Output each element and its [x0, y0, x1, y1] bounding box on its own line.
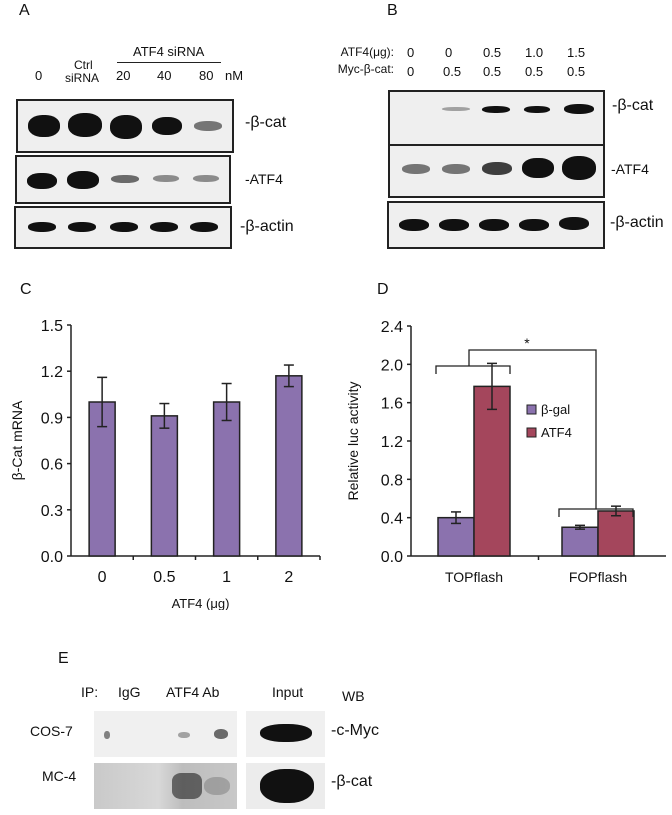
svg-text:ATF4: ATF4	[541, 425, 572, 440]
svg-text:0.6: 0.6	[41, 457, 63, 474]
svg-text:0.0: 0.0	[381, 549, 403, 566]
chart-c-beta-cat-mrna: 0.0 0.3 0.6 0.9 1.2 1.5 0 0.5 1 2 ATF4 (μg) β-Cat m…	[9, 318, 321, 610]
panel-d-letter: D	[377, 281, 389, 298]
svg-text:0.5: 0.5	[153, 569, 175, 586]
panel-a-letter: A	[19, 2, 30, 19]
blot-b-beta-actin	[387, 201, 605, 249]
blot-e-input-mc4	[246, 763, 325, 809]
svg-text:TOPflash: TOPflash	[445, 569, 503, 585]
blot-b-beta-actin-label: -β-actin	[610, 214, 664, 231]
atf4-dose-lane-5: 1.5	[567, 45, 586, 60]
wb-label: WB	[342, 688, 365, 704]
svg-text:1.6: 1.6	[381, 396, 403, 413]
atf4-dose-row-label: ATF4(μg):	[340, 45, 394, 59]
blot-a-beta-cat-label: -β-cat	[245, 114, 287, 131]
svg-text:Relative luc activity: Relative luc activity	[345, 381, 361, 500]
svg-text:0.0: 0.0	[41, 549, 63, 566]
svg-text:*: *	[524, 335, 530, 351]
lane-label-20: 20	[116, 68, 131, 83]
svg-text:2: 2	[284, 569, 293, 586]
myc-beta-cat-row-label: Myc-β-cat:	[337, 62, 394, 76]
lane-label-0: 0	[35, 68, 43, 83]
blot-e-ip-mc4	[94, 763, 237, 809]
blot-a-atf4	[15, 155, 231, 204]
svg-text:ATF4 (μg): ATF4 (μg)	[172, 596, 230, 610]
blot-a-atf4-label: -ATF4	[245, 171, 283, 187]
ip-col-atf4-ab: ATF4 Ab	[166, 684, 220, 700]
atf4-dose-lane-1: 0	[407, 45, 415, 60]
svg-text:0: 0	[98, 569, 107, 586]
lane-label-40: 40	[157, 68, 172, 83]
svg-text:FOPflash: FOPflash	[569, 569, 627, 585]
svg-text:β-gal: β-gal	[541, 402, 570, 417]
atf4-sirna-group-label: ATF4 siRNA	[133, 44, 205, 59]
blot-a-beta-actin	[14, 206, 232, 249]
svg-text:β-Cat mRNA: β-Cat mRNA	[9, 400, 25, 480]
atf4-dose-lane-3: 0.5	[483, 45, 502, 60]
blot-a-beta-actin-label: -β-actin	[240, 218, 294, 235]
svg-text:1.2: 1.2	[41, 364, 63, 381]
col-input: Input	[272, 684, 304, 700]
blot-e-input-cos7	[246, 711, 325, 757]
svg-text:1.2: 1.2	[381, 434, 403, 451]
svg-text:2.0: 2.0	[381, 357, 403, 374]
blot-b-beta-cat-label: -β-cat	[612, 97, 654, 114]
atf4-dose-lane-4: 1.0	[525, 45, 544, 60]
atf4-dose-lane-2: 0	[445, 45, 453, 60]
myc-dose-lane-1: 0	[407, 64, 415, 79]
chart-d-relative-luc-activity: 0.0 0.4 0.8 1.2 1.6 2.0 2.4 TOPflash FOPflash * β-…	[345, 319, 666, 585]
svg-text:0.9: 0.9	[41, 410, 63, 427]
row-label-mc-4: MC-4	[42, 768, 77, 784]
panel-b-letter: B	[387, 2, 398, 19]
unit-label-nm: nM	[225, 68, 244, 83]
panel-c-letter: C	[20, 281, 32, 298]
svg-text:0.4: 0.4	[381, 511, 403, 528]
svg-text:1: 1	[222, 569, 231, 586]
lane-label-80: 80	[199, 68, 214, 83]
ip-label: IP:	[81, 684, 99, 700]
svg-text:1.5: 1.5	[41, 318, 63, 335]
lane-label-sirna: siRNA	[65, 71, 100, 85]
panel-e-letter: E	[58, 650, 69, 667]
lane-label-ctrl: Ctrl	[74, 58, 93, 72]
myc-dose-lane-5: 0.5	[567, 64, 586, 79]
blot-b-atf4	[388, 144, 605, 198]
blot-e-beta-cat-label: -β-cat	[331, 773, 373, 790]
myc-dose-lane-3: 0.5	[483, 64, 502, 79]
blot-e-ip-cos7	[94, 711, 237, 757]
row-label-cos-7: COS-7	[30, 723, 73, 739]
blot-a-beta-cat	[16, 99, 234, 153]
group-bracket-line	[117, 62, 221, 63]
myc-dose-lane-2: 0.5	[443, 64, 462, 79]
svg-text:0.3: 0.3	[41, 503, 63, 520]
myc-dose-lane-4: 0.5	[525, 64, 544, 79]
blot-b-atf4-label: -ATF4	[611, 161, 649, 177]
svg-text:2.4: 2.4	[381, 319, 403, 336]
ip-col-igg: IgG	[118, 684, 141, 700]
svg-text:0.8: 0.8	[381, 472, 403, 489]
blot-e-c-myc-label: -c-Myc	[331, 722, 379, 739]
